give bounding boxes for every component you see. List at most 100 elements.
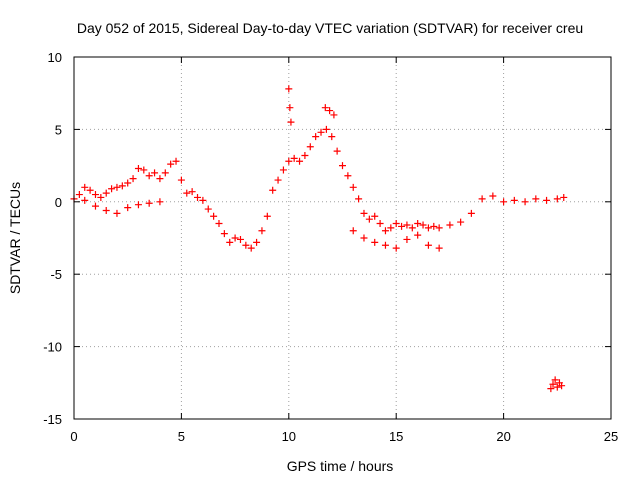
data-point [296,157,304,165]
data-point [124,179,132,187]
data-point [403,235,411,243]
series-low-branch [81,196,443,252]
y-tick-label: 10 [48,50,62,65]
data-point [194,193,202,201]
data-point [328,133,336,141]
data-point [312,133,320,141]
x-tick-label: 10 [282,429,296,444]
data-point [467,209,475,217]
data-point [151,169,159,177]
data-point [285,85,293,93]
data-point [145,199,153,207]
x-tick-label: 5 [178,429,185,444]
data-point [204,205,212,213]
data-point [549,380,557,388]
data-point [403,221,411,229]
data-point [231,234,239,242]
data-point [326,107,334,115]
y-tick-label: -5 [50,267,62,282]
data-point [258,227,266,235]
data-point [365,215,373,223]
data-point [408,224,416,232]
data-point [210,212,218,220]
data-point [161,169,169,177]
data-point [286,104,294,112]
data-point [247,244,255,252]
data-point [220,230,228,238]
data-point [177,176,185,184]
data-point [81,196,89,204]
data-point [560,193,568,201]
y-tick-label: 0 [55,195,62,210]
chart-title: Day 052 of 2015, Sidereal Day-to-day VTE… [77,20,583,36]
data-point [478,195,486,203]
data-point [322,125,330,133]
data-point [521,198,529,206]
data-point [457,218,465,226]
data-point [124,204,132,212]
data-point [102,206,110,214]
data-point [145,172,153,180]
data-point [392,244,400,252]
data-point [188,188,196,196]
data-point [424,224,432,232]
data-point [274,176,282,184]
data-point [253,238,261,246]
data-point [113,209,121,217]
data-point [279,166,287,174]
data-point [118,182,126,190]
data-point [532,195,540,203]
data-point [553,383,561,391]
data-point [236,235,244,243]
grid-lines [74,57,611,419]
data-point [285,157,293,165]
data-point [129,175,137,183]
data-point [360,209,368,217]
data-point [330,111,338,119]
x-tick-label: 25 [604,429,618,444]
data-point [344,172,352,180]
data-point [156,198,164,206]
plot-frame [73,56,612,420]
x-axis-label: GPS time / hours [287,458,394,474]
data-point [167,160,175,168]
data-point [317,128,325,136]
data-point [371,212,379,220]
data-point [446,221,454,229]
data-point [102,189,110,197]
data-point [86,186,94,194]
data-points [70,85,568,393]
data-point [321,104,329,112]
data-point [398,222,406,230]
data-point [75,191,83,199]
data-point [199,196,207,204]
data-point [553,195,561,203]
data-point [551,376,559,384]
data-point [290,154,298,162]
data-point [371,238,379,246]
data-point [510,196,518,204]
y-tick-label: -10 [43,340,62,355]
series-outlier-cluster [547,376,566,393]
data-point [269,186,277,194]
data-point [226,238,234,246]
data-point [349,183,357,191]
data-point [376,220,384,228]
data-point [287,118,295,126]
data-point [414,220,422,228]
data-point [333,147,341,155]
data-point [500,198,508,206]
x-tick-label: 0 [70,429,77,444]
data-point [419,221,427,229]
data-point [435,244,443,252]
data-point [134,201,142,209]
data-point [97,193,105,201]
x-tick-label: 15 [389,429,403,444]
data-point [355,195,363,203]
data-point [392,220,400,228]
data-point [263,212,271,220]
data-point [183,189,191,197]
data-point [306,143,314,151]
data-point [360,234,368,242]
